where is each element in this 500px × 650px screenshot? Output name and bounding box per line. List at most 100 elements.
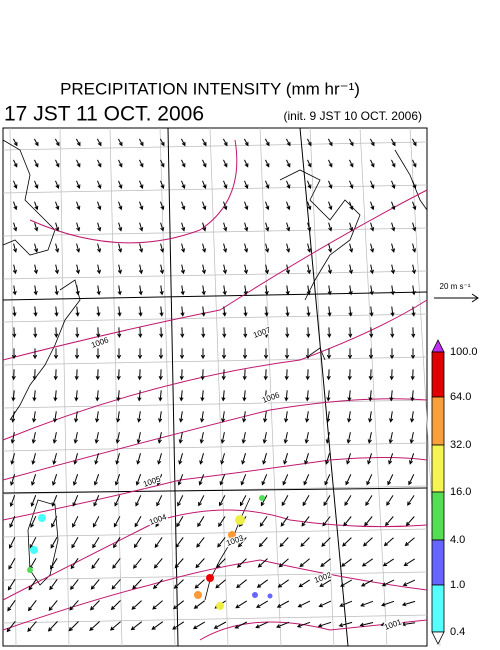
wind-arrow [130, 621, 143, 631]
wind-arrow [304, 453, 309, 465]
wind-arrow [160, 159, 165, 168]
wind-arrow [263, 411, 268, 423]
wind-arrow [296, 621, 311, 628]
color-segment [431, 491, 445, 541]
wind-arrow [138, 306, 143, 317]
wind-arrow [201, 306, 206, 317]
wind-arrow [31, 453, 36, 465]
isobar [29, 139, 238, 244]
wind-arrow [361, 558, 373, 567]
wind-arrow [412, 222, 417, 232]
wind-arrow [255, 621, 269, 629]
wind-arrow [117, 264, 122, 275]
wind-arrow [181, 222, 186, 232]
wind-arrow [180, 138, 186, 147]
wind-arrow [223, 180, 228, 189]
wind-arrow [137, 369, 142, 381]
lon-line [159, 127, 176, 647]
lon-line [299, 127, 349, 647]
over-triangle [431, 339, 445, 353]
wind-arrow [390, 327, 395, 338]
wind-arrow [243, 327, 248, 338]
wind-arrow [116, 390, 121, 402]
wind-arrow [160, 222, 165, 232]
wind-arrow [181, 243, 186, 253]
wind-arrow [389, 348, 395, 360]
wind-arrow [114, 474, 121, 486]
wind-arrow [280, 516, 289, 527]
wind-arrow [326, 411, 331, 423]
colorbar-label: 4.0 [450, 534, 465, 546]
wind-arrow [244, 222, 249, 232]
wind-arrow [349, 243, 354, 253]
wind-arrow [256, 579, 268, 588]
wind-arrow [55, 243, 60, 253]
wind-arrow [348, 306, 353, 317]
wind-arrow [202, 201, 207, 211]
wind-arrow [200, 369, 205, 381]
wind-arrow [222, 138, 228, 147]
wind-arrow [116, 411, 121, 423]
wind-arrow [159, 138, 165, 147]
wind-arrow [198, 474, 205, 486]
wind-arrow [176, 516, 184, 528]
wind-arrow [411, 306, 416, 317]
wind-arrow [152, 600, 163, 610]
rain-cell [252, 592, 258, 598]
wind-arrow [177, 474, 184, 486]
wind-arrow [201, 264, 206, 275]
wind-arrow [327, 264, 332, 275]
wind-arrow [11, 390, 16, 402]
wind-arrow [13, 243, 18, 253]
wind-arrow [97, 180, 102, 189]
lat-line [2, 227, 428, 237]
wind-arrow [325, 453, 330, 465]
under-triangle [431, 631, 445, 645]
wind-arrow [54, 306, 59, 317]
wind-arrow [195, 558, 205, 569]
wind-arrow [199, 453, 204, 465]
wind-arrow [96, 285, 101, 296]
colorbar-label: 0.4 [450, 626, 465, 638]
init-time: (init. 9 JST 10 OCT. 2006) [283, 109, 422, 123]
wind-arrow [306, 306, 311, 317]
wind-arrow [28, 579, 37, 591]
wind-arrow [264, 306, 269, 317]
wind-arrow [180, 327, 185, 338]
wind-arrow [222, 264, 227, 275]
wind-arrow [348, 285, 353, 296]
wind-arrow [11, 348, 17, 360]
wind-arrow [55, 222, 60, 232]
wind-arrow [92, 516, 100, 528]
wind-arrow [382, 558, 394, 567]
wind-arrow [257, 558, 268, 568]
wind-arrow [265, 201, 270, 211]
wind-arrow [9, 495, 16, 507]
wind-arrow [285, 306, 290, 317]
wind-arrow [118, 180, 123, 189]
rain-cell [216, 602, 224, 610]
wind-arrow [284, 348, 290, 360]
wind-arrow [70, 558, 79, 570]
wind-arrow [95, 348, 101, 360]
wind-arrow [96, 264, 101, 275]
wind-arrow [72, 515, 79, 528]
wind-arrow [53, 411, 58, 423]
wind-arrow [322, 516, 331, 527]
wind-arrow [346, 432, 351, 444]
wind-arrow [242, 390, 247, 402]
wind-arrow [49, 579, 58, 591]
wind-arrow [411, 264, 416, 275]
wind-arrow [349, 180, 354, 189]
isobar [2, 398, 428, 481]
wind-arrow [360, 579, 374, 587]
wind-arrow [96, 138, 102, 147]
wind-arrow [96, 327, 101, 338]
wind-arrow [34, 159, 39, 168]
wind-arrow [404, 537, 415, 547]
wind-arrow [305, 390, 310, 402]
wind-arrow [391, 159, 396, 168]
wind-arrow [135, 474, 142, 486]
wind-arrow [284, 411, 289, 423]
